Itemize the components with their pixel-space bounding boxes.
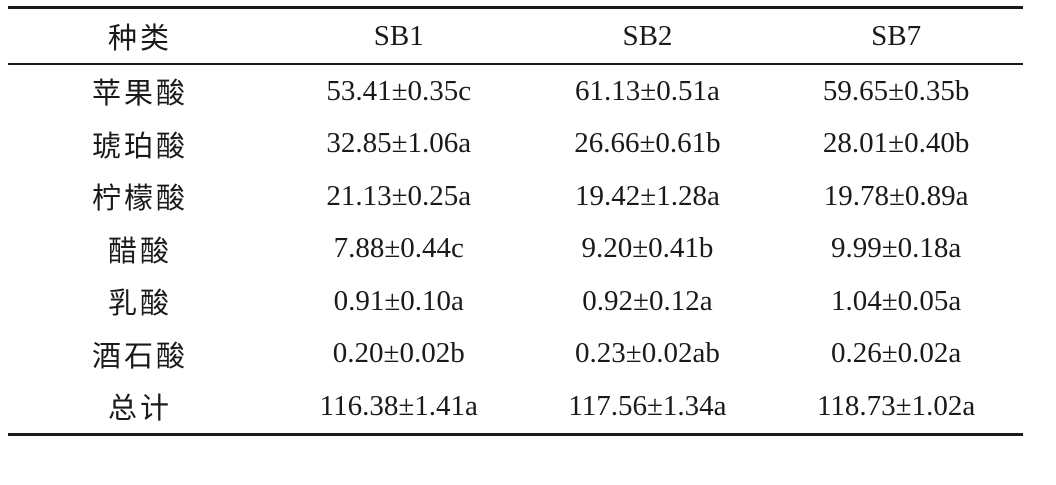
table-cell: 32.85±1.06a: [326, 127, 472, 160]
column-header-sb1: SB1: [271, 7, 526, 65]
table-cell: 53.41±0.35c: [326, 74, 472, 107]
table-cell: 59.65±0.35b: [822, 74, 970, 107]
table-cell: 0.92±0.12a: [582, 284, 713, 317]
organic-acid-table-container: 种类 SB1 SB2 SB7 苹果酸 53.41±0.35c 61.13±0.5…: [8, 6, 1023, 436]
table-row-lactic-acid: 乳酸 0.91±0.10a 0.92±0.12a 1.04±0.05a: [8, 275, 1023, 328]
table-cell: 26.66±0.61b: [574, 127, 721, 160]
table-cell: 19.42±1.28a: [575, 179, 720, 212]
table-row-tartaric-acid: 酒石酸 0.20±0.02b 0.23±0.02ab 0.26±0.02a: [8, 328, 1023, 381]
table-cell: 117.56±1.34a: [568, 389, 727, 422]
table-cell: 19.78±0.89a: [823, 179, 969, 212]
column-header-type: 种类: [8, 7, 272, 65]
table-cell: 0.20±0.02b: [332, 337, 465, 370]
table-cell: 0.23±0.02ab: [575, 337, 720, 370]
row-label: 乳酸: [107, 288, 172, 321]
row-label: 酒石酸: [91, 340, 188, 373]
table-cell: 61.13±0.51a: [575, 74, 720, 107]
table-row-acetic-acid: 醋酸 7.88±0.44c 9.20±0.41b 9.99±0.18a: [8, 223, 1023, 276]
row-label: 柠檬酸: [91, 183, 188, 216]
row-label: 苹果酸: [91, 78, 188, 111]
organic-acid-table: 种类 SB1 SB2 SB7 苹果酸 53.41±0.35c 61.13±0.5…: [8, 6, 1023, 436]
table-cell: 116.38±1.41a: [319, 389, 478, 422]
table-cell: 7.88±0.44c: [333, 232, 464, 265]
row-label: 醋酸: [107, 235, 172, 268]
row-label: 琥珀酸: [91, 130, 188, 163]
table-row-total: 总计 116.38±1.41a 117.56±1.34a 118.73±1.02…: [8, 380, 1023, 434]
table-cell: 0.26±0.02a: [830, 337, 962, 370]
table-cell: 1.04±0.05a: [830, 284, 962, 317]
header-row: 种类 SB1 SB2 SB7: [8, 7, 1023, 65]
table-cell: 28.01±0.40b: [822, 127, 970, 160]
table-cell: 21.13±0.25a: [326, 179, 472, 212]
table-cell: 9.99±0.18a: [830, 232, 962, 265]
table-cell: 0.91±0.10a: [333, 284, 464, 317]
row-label: 总计: [107, 393, 172, 426]
column-header-sb7: SB7: [769, 7, 1023, 65]
table-cell: 118.73±1.02a: [817, 389, 976, 422]
table-row-citric-acid: 柠檬酸 21.13±0.25a 19.42±1.28a 19.78±0.89a: [8, 170, 1023, 223]
column-header-sb2: SB2: [525, 7, 770, 65]
table-row-succinic-acid: 琥珀酸 32.85±1.06a 26.66±0.61b 28.01±0.40b: [8, 118, 1023, 171]
table-row-malic-acid: 苹果酸 53.41±0.35c 61.13±0.51a 59.65±0.35b: [8, 64, 1023, 118]
table-cell: 9.20±0.41b: [581, 232, 714, 265]
